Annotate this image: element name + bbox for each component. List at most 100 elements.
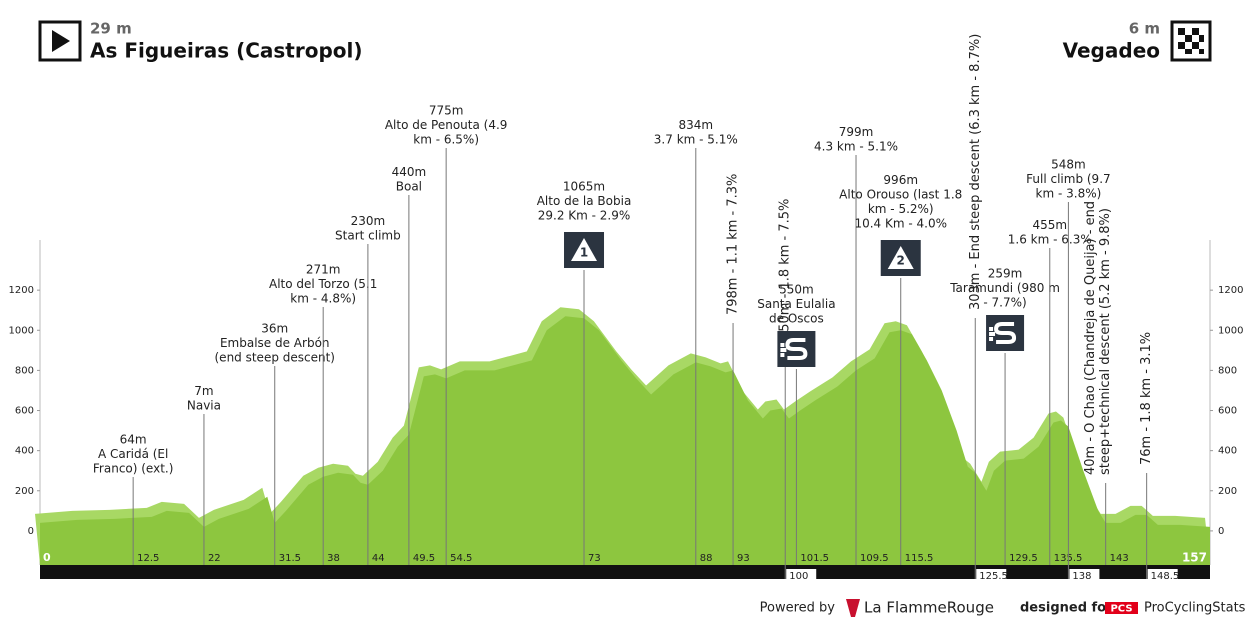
km-bar [40, 565, 1210, 579]
sprint-icon [989, 322, 1017, 344]
annotation-label: 799m [839, 125, 874, 139]
km-label: 129.5 [1009, 553, 1038, 564]
annotation-label: km - 5.2%) [868, 202, 934, 216]
annotation-label: Embalse de Arbón [220, 336, 330, 350]
annotation-label-rotated: 40m - O Chao (Chandreja de Queija) - end [1083, 201, 1098, 475]
km-label: 101.5 [800, 553, 829, 564]
start-icon [38, 20, 82, 62]
km-label: 143 [1110, 553, 1129, 564]
y-tick-label-right: 0 [1218, 526, 1224, 537]
kom-category: 1 [580, 246, 588, 260]
annotation-label: Franco) (ext.) [93, 462, 174, 476]
pcs-name: ProCyclingStats [1144, 601, 1246, 616]
km-label: 73 [588, 553, 601, 564]
annotation-label: 1.6 km - 6.3% [1008, 233, 1092, 247]
annotation-label: Taramundi (980 m [949, 281, 1060, 295]
annotation-label: 64m [120, 433, 147, 447]
annotation-label: 7m [194, 384, 213, 398]
km-bar-label-bg [1069, 569, 1100, 583]
annotation-label: de Oscos [769, 312, 824, 326]
km-label: 115.5 [905, 553, 934, 564]
start-name: As Figueiras (Castropol) [90, 39, 363, 63]
y-tick-label-right: 400 [1218, 446, 1237, 457]
designed-for: designed for [1020, 601, 1113, 616]
sprint-icon [780, 338, 808, 360]
y-tick-label: 0 [28, 526, 34, 537]
annotation-label: 4.3 km - 5.1% [814, 140, 898, 154]
y-tick-label-right: 200 [1218, 486, 1237, 497]
annotation-label: 550m [779, 283, 814, 297]
annotation-label: A Caridá (El [98, 447, 168, 461]
annotation-label: Alto de la Bobia [537, 194, 632, 208]
y-tick-label-right: 600 [1218, 406, 1237, 417]
y-tick-label: 1200 [9, 285, 34, 296]
y-tick-label: 400 [15, 446, 34, 457]
annotation-label: (end steep descent) [215, 351, 335, 365]
y-tick-label-right: 1200 [1218, 285, 1243, 296]
powered-by: Powered by [760, 601, 836, 616]
annotation-label: km - 3.8%) [1036, 187, 1102, 201]
km-finish: 157 [1182, 551, 1207, 565]
km-bar-label-bg [786, 569, 817, 583]
finish-icon [1170, 20, 1212, 62]
y-tick-label: 1000 [9, 325, 34, 336]
annotation-label: - 7.7%) [983, 296, 1026, 310]
km-label: 22 [208, 553, 221, 564]
km-label: 49.5 [413, 553, 435, 564]
finish-name: Vegadeo [1063, 39, 1160, 63]
annotation-label: 10.4 Km - 4.0% [854, 217, 947, 231]
annotation-label-rotated: 303m - End steep descent (6.3 km - 8.7%) [968, 34, 983, 310]
annotation-label: 259m [988, 267, 1023, 281]
annotation-label: 996m [883, 173, 918, 187]
km-bar-label-bg [1147, 569, 1178, 583]
pcs-badge [1105, 602, 1138, 614]
annotation-label: 230m [351, 214, 386, 228]
annotation-label: 3.7 km - 5.1% [654, 133, 738, 147]
annotation-label: 440m [392, 165, 427, 179]
start-arrow [52, 30, 70, 52]
annotation-label-rotated: steep+technical descent (5.2 km - 9.8%) [1098, 208, 1113, 475]
annotation-label: km - 4.8%) [290, 292, 356, 306]
annotation-label: 455m [1032, 218, 1067, 232]
km-label: 109.5 [860, 553, 889, 564]
km-bar-label: 138 [1072, 571, 1091, 582]
annotation-label-rotated: 798m - 1.1 km - 7.3% [726, 174, 741, 315]
y-tick-label: 200 [15, 486, 34, 497]
y-tick-label: 600 [15, 406, 34, 417]
finish-altitude: 6 m [1129, 20, 1160, 38]
annotation-label: 548m [1051, 158, 1086, 172]
km-bar-label: 100 [789, 571, 808, 582]
annotation-label: 1065m [563, 180, 605, 194]
annotation-label-rotated: 550m - 1.8 km - 7.5% [778, 199, 793, 340]
km-label: 88 [700, 553, 713, 564]
brand-logo [846, 599, 860, 617]
km-label: 44 [372, 553, 385, 564]
profile-area [40, 316, 1210, 565]
annotation-label: Navia [187, 399, 221, 413]
annotation-label: Alto de Penouta (4.9 [385, 118, 508, 132]
brand: La FlammeRouge [864, 599, 994, 617]
annotation-label: 834m [678, 118, 713, 132]
pcs-logo: PCS [1110, 604, 1132, 615]
annotation-label: Boal [396, 180, 422, 194]
km-label: 38 [327, 553, 340, 564]
annotation-label-rotated: 76m - 1.8 km - 3.1% [1139, 332, 1154, 465]
annotation-label: Start climb [335, 229, 401, 243]
annotation-label: 775m [429, 104, 464, 118]
annotation-label: 271m [306, 263, 341, 277]
km-label: 93 [737, 553, 750, 564]
km-label: 54.5 [450, 553, 472, 564]
km-label: 12.5 [137, 553, 159, 564]
annotation-label: 29.2 Km - 2.9% [538, 209, 631, 223]
km-start: 0 [43, 551, 51, 564]
y-tick-label-right: 1000 [1218, 325, 1243, 336]
annotation-label: Alto Orouso (last 1.8 [839, 188, 962, 202]
annotation-label: Alto del Torzo (5.1 [269, 277, 377, 291]
km-bar-label: 125.5 [979, 571, 1008, 582]
y-tick-label-right: 800 [1218, 365, 1237, 376]
km-bar-label: 148.5 [1151, 571, 1180, 582]
kom-category: 2 [897, 254, 905, 268]
km-bar-label-bg [976, 569, 1007, 583]
annotation-label: 36m [261, 322, 288, 336]
